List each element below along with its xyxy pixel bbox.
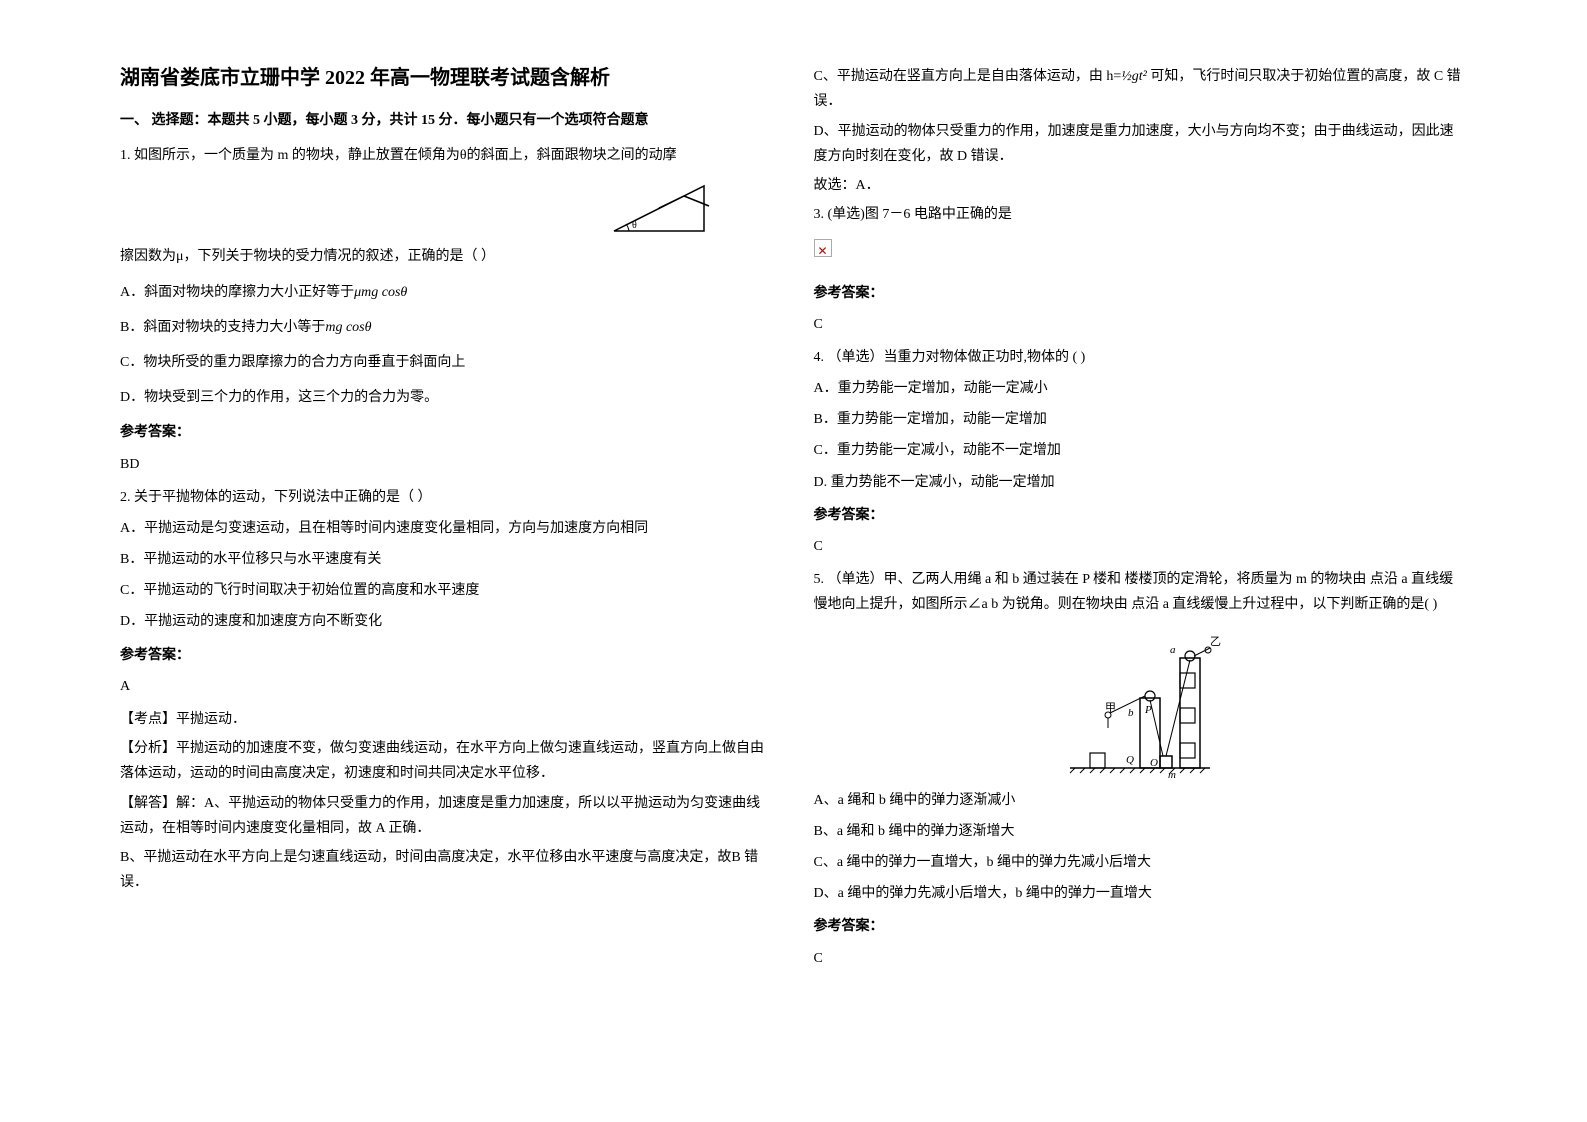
page-title: 湖南省娄底市立珊中学 2022 年高一物理联考试题含解析 bbox=[120, 60, 774, 96]
q2-solve3-formula: ½gt² bbox=[1121, 69, 1147, 84]
q1-diagram: θ bbox=[120, 176, 774, 236]
triangle-icon: θ bbox=[604, 176, 714, 236]
q5-answer-label: 参考答案： bbox=[814, 914, 1468, 939]
q2-optC: C．平抛运动的飞行时间取决于初始位置的高度和水平速度 bbox=[120, 578, 774, 603]
q1-stem-line2: 擦因数为μ，下列关于物块的受力情况的叙述，正确的是（ ） bbox=[120, 244, 774, 269]
q1-optA-text: A．斜面对物块的摩擦力大小正好等于 bbox=[120, 285, 354, 300]
q5-optA: A、a 绳和 b 绳中的弹力逐渐减小 bbox=[814, 788, 1468, 813]
a-label: a bbox=[1170, 644, 1176, 656]
q3-answer: C bbox=[814, 312, 1468, 337]
q4-answer-label: 参考答案： bbox=[814, 503, 1468, 528]
q4-answer: C bbox=[814, 534, 1468, 559]
question-1: 1. 如图所示，一个质量为 m 的物块，静止放置在倾角为θ的斜面上，斜面跟物块之… bbox=[120, 143, 774, 477]
broken-image-icon bbox=[814, 239, 832, 257]
question-3: 3. (单选)图 7－6 电路中正确的是 参考答案： C bbox=[814, 202, 1468, 337]
q1-answer: BD bbox=[120, 452, 774, 477]
q2-conclusion: 故选：A． bbox=[814, 173, 1468, 198]
q1-stem-line1: 1. 如图所示，一个质量为 m 的物块，静止放置在倾角为θ的斜面上，斜面跟物块之… bbox=[120, 143, 774, 168]
q2-answer-label: 参考答案： bbox=[120, 643, 774, 668]
q2-point: 【考点】平抛运动． bbox=[120, 707, 774, 732]
question-2: 2. 关于平抛物体的运动，下列说法中正确的是（ ） A．平抛运动是匀变速运动，且… bbox=[120, 485, 774, 896]
q2-stem: 2. 关于平抛物体的运动，下列说法中正确的是（ ） bbox=[120, 485, 774, 510]
O-label: O bbox=[1150, 757, 1158, 769]
q5-optB: B、a 绳和 b 绳中的弹力逐渐增大 bbox=[814, 819, 1468, 844]
q3-answer-label: 参考答案： bbox=[814, 281, 1468, 306]
q2-analysis: 【分析】平抛运动的加速度不变，做匀变速曲线运动，在水平方向上做匀速直线运动，竖直… bbox=[120, 736, 774, 786]
q4-stem: 4. （单选）当重力对物体做正功时,物体的 ( ) bbox=[814, 345, 1468, 370]
q2-answer: A bbox=[120, 674, 774, 699]
q4-optD: D. 重力势能不一定减小，动能一定增加 bbox=[814, 470, 1468, 495]
q5-optC: C、a 绳中的弹力一直增大，b 绳中的弹力先减小后增大 bbox=[814, 850, 1468, 875]
q1-option-a: A．斜面对物块的摩擦力大小正好等于μmg cosθ bbox=[120, 280, 774, 305]
q1-optB-formula: mg cosθ bbox=[325, 320, 371, 335]
yi-label: 乙 bbox=[1210, 635, 1221, 648]
Q-label: Q bbox=[1126, 754, 1134, 766]
pulley-diagram-icon: 甲 乙 a b P Q O m bbox=[1050, 628, 1230, 778]
q5-optD: D、a 绳中的弹力先减小后增大，b 绳中的弹力一直增大 bbox=[814, 881, 1468, 906]
q1-optB-text: B．斜面对物块的支持力大小等于 bbox=[120, 320, 325, 335]
q1-option-c: C．物块所受的重力跟摩擦力的合力方向垂直于斜面向上 bbox=[120, 350, 774, 375]
P-label: P bbox=[1144, 704, 1152, 716]
q5-diagram: 甲 乙 a b P Q O m bbox=[814, 628, 1468, 778]
q1-option-d: D．物块受到三个力的作用，这三个力的合力为零。 bbox=[120, 385, 774, 410]
question-5: 5. （单选）甲、乙两人用绳 a 和 b 通过装在 P 楼和 楼楼顶的定滑轮，将… bbox=[814, 567, 1468, 971]
q2-solve3-pre: C、平抛运动在竖直方向上是自由落体运动，由 h= bbox=[814, 69, 1122, 84]
question-4: 4. （单选）当重力对物体做正功时,物体的 ( ) A．重力势能一定增加，动能一… bbox=[814, 345, 1468, 559]
q1-option-b: B．斜面对物块的支持力大小等于mg cosθ bbox=[120, 315, 774, 340]
section-header: 一、 选择题：本题共 5 小题，每小题 3 分，共计 15 分．每小题只有一个选… bbox=[120, 108, 774, 133]
q2-solve2: B、平抛运动在水平方向上是匀速直线运动，时间由高度决定，水平位移由水平速度与高度… bbox=[120, 845, 774, 895]
q5-answer: C bbox=[814, 946, 1468, 971]
q2-solve4: D、平抛运动的物体只受重力的作用，加速度是重力加速度，大小与方向均不变；由于曲线… bbox=[814, 119, 1468, 169]
q5-stem: 5. （单选）甲、乙两人用绳 a 和 b 通过装在 P 楼和 楼楼顶的定滑轮，将… bbox=[814, 567, 1468, 617]
q1-optA-formula: μmg cosθ bbox=[354, 285, 407, 300]
b-label: b bbox=[1128, 707, 1134, 719]
q2-optA: A．平抛运动是匀变速运动，且在相等时间内速度变化量相同，方向与加速度方向相同 bbox=[120, 516, 774, 541]
q3-stem: 3. (单选)图 7－6 电路中正确的是 bbox=[814, 202, 1468, 227]
q1-answer-label: 参考答案： bbox=[120, 420, 774, 445]
q2-solve1: 【解答】解：A、平抛运动的物体只受重力的作用，加速度是重力加速度，所以以平抛运动… bbox=[120, 791, 774, 841]
q2-optD: D．平抛运动的速度和加速度方向不断变化 bbox=[120, 609, 774, 634]
left-column: 湖南省娄底市立珊中学 2022 年高一物理联考试题含解析 一、 选择题：本题共 … bbox=[100, 60, 794, 1062]
q4-optC: C．重力势能一定减小，动能不一定增加 bbox=[814, 438, 1468, 463]
q2-optB: B．平抛运动的水平位移只与水平速度有关 bbox=[120, 547, 774, 572]
q4-optA: A．重力势能一定增加，动能一定减小 bbox=[814, 376, 1468, 401]
right-column: C、平抛运动在竖直方向上是自由落体运动，由 h=½gt² 可知，飞行时间只取决于… bbox=[794, 60, 1488, 1062]
q4-optB: B．重力势能一定增加，动能一定增加 bbox=[814, 407, 1468, 432]
m-label: m bbox=[1168, 769, 1176, 778]
q2-solve3: C、平抛运动在竖直方向上是自由落体运动，由 h=½gt² 可知，飞行时间只取决于… bbox=[814, 64, 1468, 115]
theta-label: θ bbox=[632, 220, 637, 231]
